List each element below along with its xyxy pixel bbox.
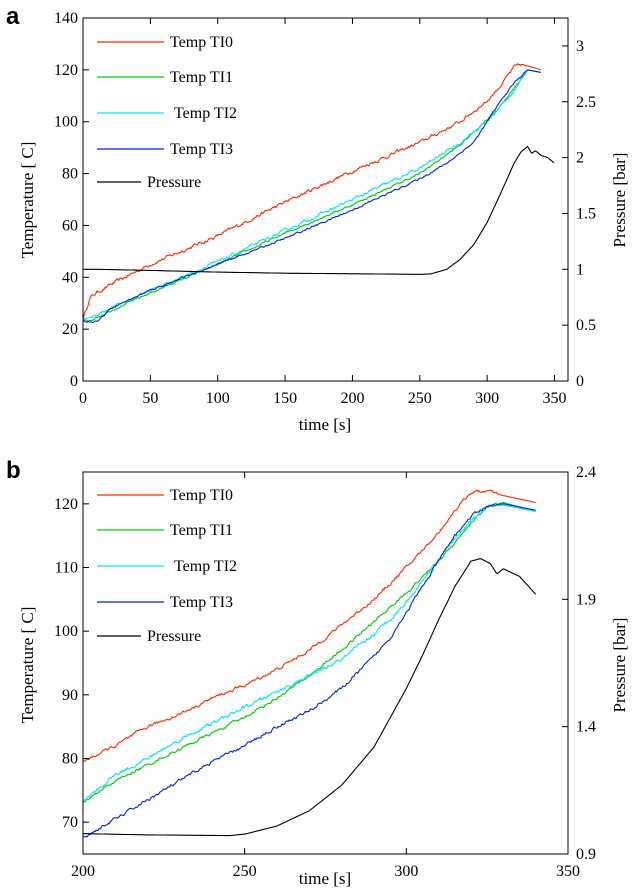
x-tick-label-b-250: 250 [233,863,257,880]
x-tick-label-a-100: 100 [206,390,230,407]
series-a-temp-ti0 [82,63,541,321]
y-tick-label-b-110: 110 [55,560,78,577]
y-tick-label-a-100: 100 [54,114,78,131]
y2-tick-label-a-0.5: 0.5 [576,317,596,334]
panel-a-legend: Temp TI0 Temp TI1 Temp TI2 Temp TI3 Pres… [97,34,237,191]
legend-b-label-pressure: Pressure [147,628,201,645]
x-tick-label-a-50: 50 [142,390,158,407]
panel-a: a 0 50 100 150 200 250 300 35002040608010012014… [6,3,629,434]
panel-b-y2-axis-label: Pressure [bar] [610,618,629,713]
legend-a-label-temp-ti3: Temp TI3 [170,141,233,158]
panel-b: b 200 250 300 350 70 80 90 100 110 120 0.9 1.4 1.9 2.… [6,457,629,888]
panel-a-ticks: 0 50 100 150 200 250 300 3500204060801001201400… [54,10,596,407]
y-tick-label-a-20: 20 [62,321,78,338]
y2-tick-label-a-2.5: 2.5 [576,94,596,111]
y2-tick-label-b-1.4: 1.4 [576,719,596,736]
panel-b-plot-frame [82,471,569,855]
y-tick-label-b-100: 100 [54,623,78,640]
y-tick-label-b-120: 120 [54,496,78,513]
y2-tick-label-a-2: 2 [576,150,584,167]
x-tick-label-b-350: 350 [556,863,580,880]
y-tick-label-b-80: 80 [62,751,78,768]
x-tick-label-b-300: 300 [394,863,418,880]
y2-tick-label-a-0: 0 [576,373,584,390]
series-b-temp-ti1 [82,502,536,803]
y-tick-label-a-120: 120 [54,62,78,79]
series-a-temp-ti1 [82,69,541,322]
legend-b-label-temp-ti3: Temp TI3 [170,594,233,611]
x-tick-label-a-200: 200 [340,390,364,407]
y2-tick-label-a-3: 3 [576,38,584,55]
series-b-temp-ti2 [82,504,536,804]
y2-tick-label-a-1: 1 [576,261,584,278]
y-tick-label-a-40: 40 [62,269,78,286]
y2-tick-label-b-0.9: 0.9 [576,846,596,863]
series-a-pressure [83,145,555,275]
panel-b-legend: Temp TI0 Temp TI1 Temp TI2 Temp TI3 Pres… [97,487,237,645]
y-tick-label-b-90: 90 [62,687,78,704]
legend-a-label-pressure: Pressure [147,174,201,191]
panel-a-plot-frame [82,17,569,382]
panel-a-x-axis-label: time [s] [299,415,351,434]
x-tick-label-a-150: 150 [273,390,297,407]
series-b-temp-ti0 [82,489,536,763]
legend-b-label-temp-ti0: Temp TI0 [170,487,233,504]
legend-b-label-temp-ti1: Temp TI1 [170,522,233,539]
y-tick-label-a-80: 80 [62,166,78,183]
y-tick-label-a-60: 60 [62,217,78,234]
y-tick-label-b-70: 70 [62,814,78,831]
x-tick-label-b-200: 200 [71,863,95,880]
y2-tick-label-a-1.5: 1.5 [576,205,596,222]
panel-b-x-axis-label: time [s] [299,869,351,888]
panel-b-ticks: 200 250 300 350 70 80 90 100 110 120 0.9 1.4 1.9 2.4 [54,464,596,880]
x-tick-label-a-250: 250 [408,390,432,407]
series-b-pressure [83,558,537,837]
x-tick-label-a-0: 0 [79,390,87,407]
panel-a-marks [82,63,555,324]
panel-letter-a: a [6,3,20,30]
panel-a-y2-axis-label: Pressure [bar] [610,153,629,248]
y2-tick-label-b-2.4: 2.4 [576,464,596,481]
panel-a-y-axis-label: Temperature [ C] [18,142,37,259]
series-a-temp-ti2 [82,69,541,321]
legend-a-label-temp-ti0: Temp TI0 [170,34,233,51]
series-a-temp-ti3 [82,69,541,324]
y2-tick-label-b-1.9: 1.9 [576,591,596,608]
y-tick-label-a-140: 140 [54,10,78,27]
legend-b-label-temp-ti2: Temp TI2 [174,558,237,575]
y-tick-label-a-0: 0 [70,373,78,390]
panel-b-y-axis-label: Temperature [ C] [18,607,37,724]
x-tick-label-a-300: 300 [475,390,499,407]
panel-letter-b: b [6,457,21,484]
panel-b-marks [82,489,537,838]
series-b-temp-ti3 [82,503,536,838]
x-tick-label-a-350: 350 [543,390,567,407]
legend-a-label-temp-ti2: Temp TI2 [174,105,237,122]
legend-a-label-temp-ti1: Temp TI1 [170,69,233,86]
